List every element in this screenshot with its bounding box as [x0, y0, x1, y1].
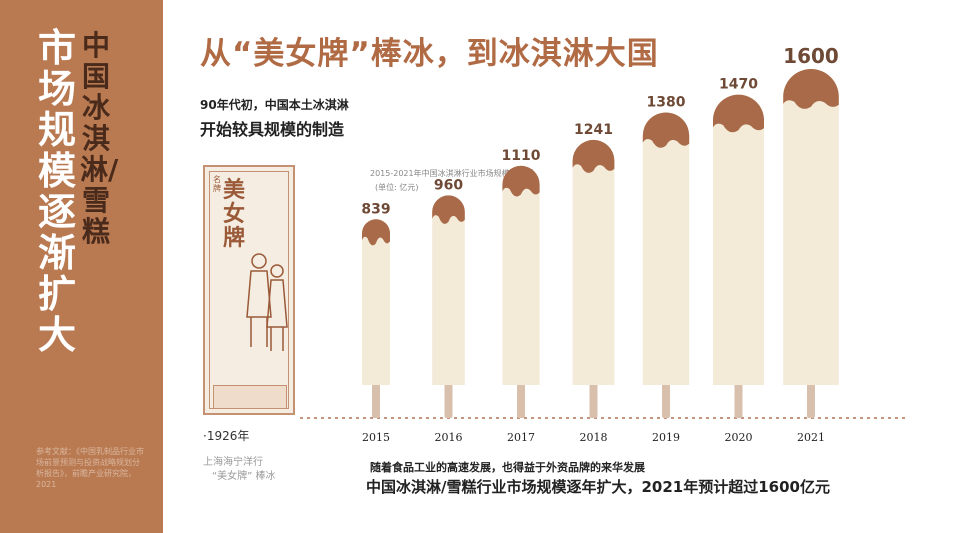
data-label: 1600 [783, 44, 839, 68]
x-tick-label: 2019 [652, 431, 680, 444]
x-tick-label: 2018 [580, 431, 608, 444]
bar-stick-handle [444, 383, 453, 418]
bar-stick-handle [734, 383, 743, 418]
bar-chocolate-top [362, 219, 390, 246]
bar [713, 94, 764, 386]
poster-small-text: 名牌 [213, 175, 221, 193]
bar-chocolate-top [432, 195, 465, 224]
intro-line-1: 90年代初，中国本土冰淇淋 [200, 98, 349, 112]
data-label: 1380 [647, 94, 686, 110]
intro-line-2: 开始较具规模的制造 [200, 120, 345, 139]
bar [572, 139, 615, 385]
poster-base-panel [213, 385, 287, 409]
bar [432, 195, 465, 385]
chart-title: 2015-2021年中国冰淇淋行业市场规模及预测 [370, 169, 534, 178]
x-tick-label: 2016 [435, 431, 463, 444]
bar-chocolate-top [783, 69, 839, 109]
bar [362, 219, 390, 385]
bar-chocolate-top [642, 112, 690, 148]
x-tick-label: 2015 [362, 431, 390, 444]
bar-stick-handle [589, 383, 598, 418]
data-label: 960 [434, 177, 463, 193]
bar-chocolate-top [713, 94, 764, 133]
sidebar: 市场规模逐渐扩大 中国冰淇淋/雪糕 参考文献：《中国乳制品行业市场前景预测与投资… [0, 0, 163, 533]
sidebar-title-main: 市场规模逐渐扩大 [37, 26, 76, 357]
data-label: 1470 [719, 77, 758, 93]
poster-year: ·1926年 [203, 429, 250, 443]
poster-caption-line-1: 上海海宁洋行 [203, 457, 263, 468]
bar-stick-handle [807, 383, 815, 418]
bar [783, 69, 839, 386]
x-tick-label: 2017 [507, 431, 535, 444]
footer-line-2: 中国冰淇淋/雪糕行业市场规模逐年扩大，2021年预计超过1600亿元 [366, 478, 830, 496]
bar-stick-handle [372, 383, 380, 418]
data-label: 1110 [502, 148, 541, 164]
data-label: 839 [361, 201, 390, 217]
data-label: 1241 [574, 122, 613, 138]
x-tick-label: 2021 [797, 431, 825, 444]
chart-unit: (单位: 亿元) [375, 183, 419, 192]
bar-stick-handle [517, 383, 525, 418]
x-tick-label: 2020 [725, 431, 753, 444]
bar [502, 165, 540, 385]
bar-chocolate-top [502, 165, 540, 197]
poster-brand-text: 美女牌 [223, 178, 246, 251]
sidebar-title-sub: 中国冰淇淋/雪糕 [80, 29, 119, 248]
bar-chocolate-top [572, 139, 615, 173]
poster-caption-line-2: “美女牌” 棒冰 [212, 471, 276, 482]
bar [642, 112, 690, 386]
references-text: 参考文献：《中国乳制品行业市场前景预测与投资战略规划分析报告》，前瞻产业研究院，… [36, 447, 144, 489]
vintage-poster-image: 名牌 美女牌 [203, 165, 295, 415]
bar-stick-handle [662, 383, 670, 418]
poster-figures-illustration [246, 253, 288, 351]
page-title: 从“美女牌”棒冰，到冰淇淋大国 [200, 36, 659, 72]
footer-line-1: 随着食品工业的高速发展，也得益于外资品牌的来华发展 [370, 461, 645, 474]
